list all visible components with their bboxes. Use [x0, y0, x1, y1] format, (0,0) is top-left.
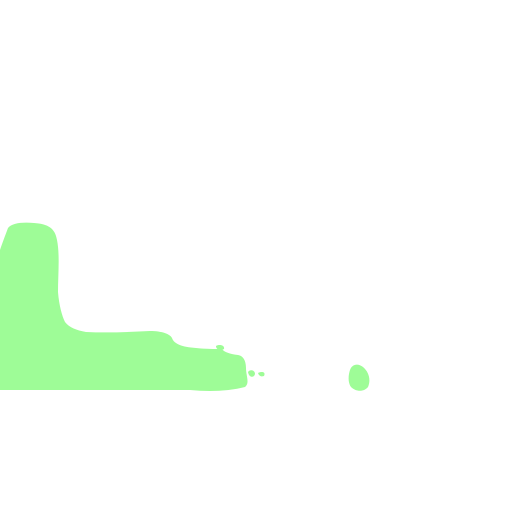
- green-blob-fragment-3: [258, 372, 265, 377]
- green-blob-fragment-1: [216, 345, 225, 350]
- green-blob-fragment-2: [248, 370, 255, 377]
- green-blob-dot: [348, 364, 370, 391]
- green-blob-main: [0, 222, 248, 391]
